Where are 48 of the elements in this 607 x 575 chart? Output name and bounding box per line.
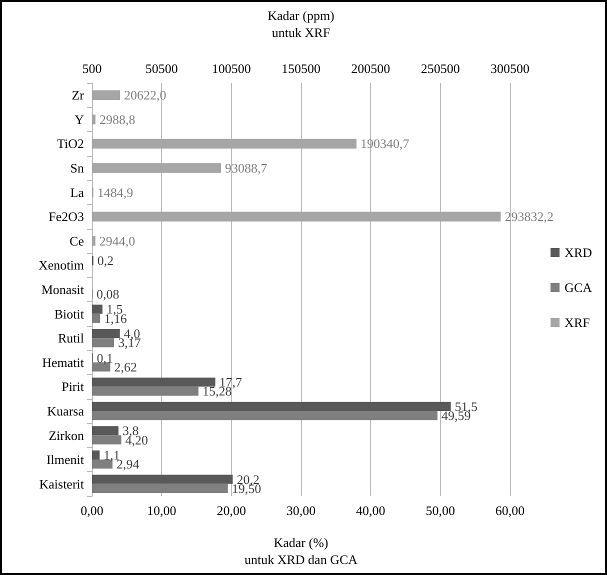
legend-label: XRF xyxy=(564,315,590,330)
y-tick-label: Kuarsa xyxy=(47,403,84,418)
data-label: 0,2 xyxy=(97,253,114,268)
y-tick-label: TiO2 xyxy=(57,136,84,152)
y-tick-label: La xyxy=(70,184,84,200)
y-tick-label: Zr xyxy=(72,88,85,103)
x2-axis-title: Kadar (ppm) untuk XRF xyxy=(268,8,334,40)
y-tick-label: Fe2O3 xyxy=(48,209,84,224)
x-tick-label: 60,00 xyxy=(495,503,525,518)
data-label: 2944,0 xyxy=(99,233,136,248)
x-tick-label: 30,00 xyxy=(286,503,316,518)
data-label: 1,1 xyxy=(104,448,120,463)
data-label: 0,08 xyxy=(96,286,120,302)
y-tick-label: Biotit xyxy=(54,306,84,322)
x2-tick-label: 250500 xyxy=(420,61,460,76)
data-label: 1484,9 xyxy=(97,184,134,200)
data-label: 190340,7 xyxy=(360,136,410,152)
x2-tick-label: 100500 xyxy=(212,61,251,76)
y-tick-label: Y xyxy=(74,112,85,127)
legend-label: GCA xyxy=(564,280,593,295)
x2-tick-label: 200500 xyxy=(351,61,390,76)
x2-tick-label: 500 xyxy=(82,61,102,76)
x2-tick-label: 300500 xyxy=(490,61,530,76)
data-label: 293832,2 xyxy=(504,209,554,224)
x-tick-label: 20,00 xyxy=(216,503,246,518)
y-tick-label: Zirkon xyxy=(48,428,84,443)
x-tick-label: 10,00 xyxy=(147,503,176,518)
data-label: 2988,8 xyxy=(99,112,136,127)
x-tick-label: 40,00 xyxy=(356,503,386,518)
y-tick-label: Pirit xyxy=(62,379,84,394)
y-tick-label: Hematit xyxy=(42,354,84,370)
data-label: 93088,7 xyxy=(225,160,268,176)
legend-label: XRD xyxy=(564,245,592,260)
y-tick-label: Sn xyxy=(70,160,84,176)
y-tick-label: Ce xyxy=(70,233,84,248)
x2-tick-label: 150500 xyxy=(282,61,320,76)
data-label: 0,1 xyxy=(96,350,113,366)
y-tick-label: Xenotim xyxy=(38,258,84,273)
x-tick-label: 50,00 xyxy=(426,503,455,518)
data-label: 2,62 xyxy=(114,359,138,374)
y-tick-label: Rutil xyxy=(58,330,84,346)
y-tick-label: Monasit xyxy=(41,282,84,297)
x-tick-label: 0,00 xyxy=(80,503,104,518)
x-axis-title: Kadar (%) untuk XRD dan GCA xyxy=(244,535,358,567)
y-tick-label: Kaisterit xyxy=(39,476,84,492)
x2-tick-label: 50500 xyxy=(145,61,178,76)
data-label: 20622,0 xyxy=(124,88,166,103)
y-tick-label: Ilmenit xyxy=(46,452,84,468)
